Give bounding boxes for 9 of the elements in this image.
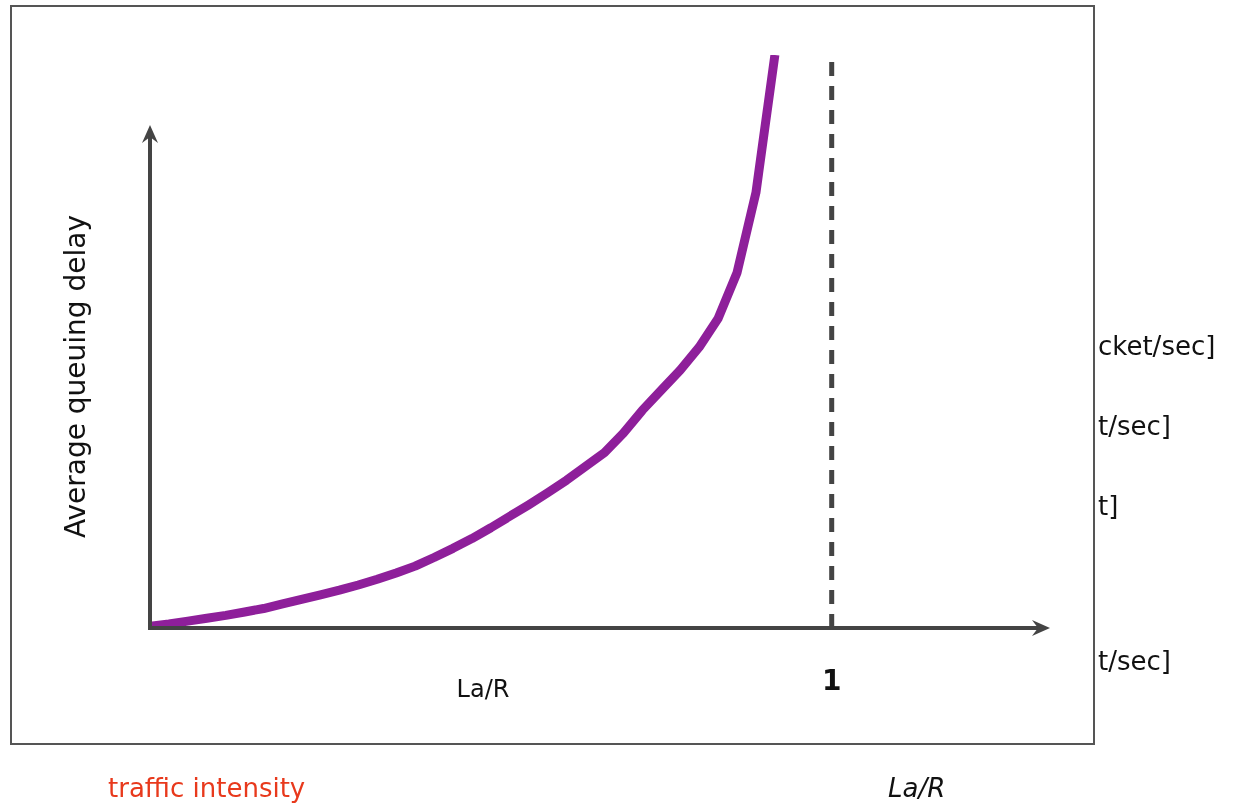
text: traffic intensity <box>108 773 306 803</box>
x-axis-title: La/R <box>456 675 510 703</box>
y-axis-title: Average queuing delay <box>59 214 92 539</box>
text: 1 <box>821 663 842 697</box>
text: La/R <box>888 773 946 803</box>
text: t/sec] <box>1098 411 1171 441</box>
text: t/sec] <box>1098 646 1171 676</box>
text: cket/sec] <box>1098 331 1216 361</box>
text: t] <box>1098 491 1119 521</box>
